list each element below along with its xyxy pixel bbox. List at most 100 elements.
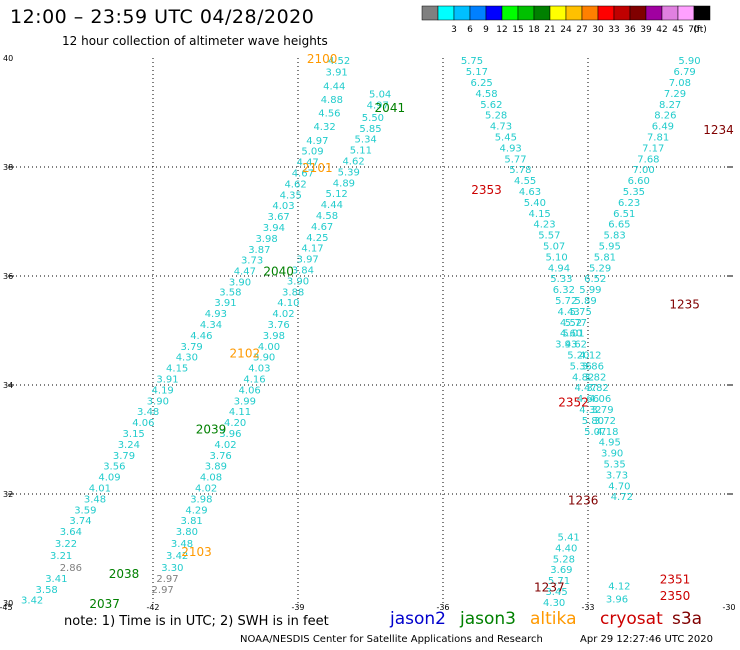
swh-value-label: 4.12 <box>608 582 630 593</box>
x-tick-label: -30 <box>722 603 735 612</box>
legend-cryosat: cryosat <box>600 609 663 629</box>
swh-value-label: 4.46 <box>190 331 212 342</box>
pass-time-label: 1234 <box>703 123 734 137</box>
swh-value-label: 5.11 <box>350 146 372 157</box>
legend-label: 18 <box>528 25 540 35</box>
swh-value-label: 3.48 <box>137 407 159 418</box>
y-tick-label: 32 <box>3 490 13 499</box>
swh-value-label: 3.90 <box>601 449 623 460</box>
swh-value-label: 7.17 <box>642 143 664 154</box>
swh-value-label: 4.09 <box>98 473 120 484</box>
swh-value-label: 5.33 <box>550 274 572 285</box>
swh-value-label: 3.67 <box>268 212 290 223</box>
swh-value-label: 3.48 <box>171 539 193 550</box>
pass-time-label: 2350 <box>660 589 691 603</box>
swh-value-label: 5.28 <box>485 111 507 122</box>
swh-value-label: 5.35 <box>603 459 625 470</box>
swh-value-label: 4.30 <box>543 598 565 609</box>
swh-value-label: 3.91 <box>214 298 236 309</box>
swh-value-label: 5.04 <box>369 89 391 100</box>
swh-value-label: 3.96 <box>606 595 628 606</box>
swh-value-label: 5.01 <box>562 329 584 340</box>
swh-value-label: 3.64 <box>60 527 82 538</box>
swh-value-label: 3.94 <box>263 223 285 234</box>
swh-value-label: 5.39 <box>338 167 360 178</box>
swh-value-label: 3.58 <box>219 287 241 298</box>
swh-value-label: 4.47 <box>234 267 256 278</box>
swh-value-label: 5.41 <box>558 533 580 544</box>
swh-value-label: 4.23 <box>533 220 555 231</box>
swh-value-label: 6.52 <box>584 274 606 285</box>
swh-value-label: 5.83 <box>603 231 625 242</box>
swh-value-label: 4.12 <box>579 350 601 361</box>
swh-value-label: 4.93 <box>205 309 227 320</box>
y-tick-label: 36 <box>3 272 13 281</box>
swh-value-label: 3.73 <box>241 256 263 267</box>
swh-value-label: 6.49 <box>652 122 674 133</box>
swh-value-label: 4.97 <box>306 136 328 147</box>
swh-value-label: 3.91 <box>156 374 178 385</box>
swh-value-label: 5.75 <box>570 307 592 318</box>
swh-value-label: 3.76 <box>268 320 290 331</box>
swh-value-label: 3.30 <box>161 563 183 574</box>
swh-value-label: 3.91 <box>326 68 348 79</box>
swh-value-label: 8.27 <box>659 100 681 111</box>
swh-value-label: 3.90 <box>253 353 275 364</box>
swh-value-label: 4.73 <box>490 122 512 133</box>
swh-value-label: 7.81 <box>647 132 669 143</box>
swh-value-label: 4.01 <box>89 483 111 494</box>
pass-time-label: 2039 <box>196 423 227 437</box>
swh-value-label: 3.84 <box>292 265 314 276</box>
swh-value-label: 4.43 <box>558 307 580 318</box>
swh-value-label: 4.16 <box>243 374 265 385</box>
swh-value-label: 5.45 <box>495 132 517 143</box>
swh-value-label: 3.22 <box>55 539 77 550</box>
swh-value-label: 3.99 <box>234 396 256 407</box>
swh-value-label: 4.52 <box>560 318 582 329</box>
swh-value-label: 4.72 <box>611 492 633 503</box>
swh-value-label: 4.62 <box>284 179 306 190</box>
chart-title: 12:00 – 23:59 UTC 04/28/2020 <box>10 6 315 28</box>
x-tick-label: -33 <box>581 603 594 612</box>
swh-value-label: 5.07 <box>584 427 606 438</box>
swh-value-label: 3.97 <box>297 255 319 266</box>
legend-label: 12 <box>496 25 507 35</box>
pass-time-label: 1236 <box>568 493 599 507</box>
swh-value-label: 3.79 <box>181 342 203 353</box>
swh-value-label: 4.32 <box>579 405 601 416</box>
swh-value-label: 4.66 <box>577 394 599 405</box>
swh-value-label: 5.20 <box>567 350 589 361</box>
pass-time-label: 2100 <box>307 52 338 66</box>
swh-value-label: 4.02 <box>195 483 217 494</box>
legend-swatch <box>693 5 711 21</box>
swh-value-label: 5.77 <box>565 318 587 329</box>
swh-value-label: 8.26 <box>654 111 676 122</box>
legend-label: 3 <box>451 25 457 35</box>
x-tick-label: -42 <box>146 603 159 612</box>
swh-value-label: 4.55 <box>514 176 536 187</box>
x-tick-label: -39 <box>291 603 304 612</box>
swh-value-label: 5.36 <box>570 361 592 372</box>
swh-value-label: 4.93 <box>500 143 522 154</box>
swh-value-label: 4.47 <box>574 383 596 394</box>
pass-time-label: 2101 <box>302 161 333 175</box>
swh-value-label: 3.15 <box>123 429 145 440</box>
legend-label: 21 <box>544 25 555 35</box>
swh-value-label: 5.09 <box>301 147 323 158</box>
swh-value-label: 3.80 <box>176 527 198 538</box>
swh-value-label: 4.97 <box>367 100 389 111</box>
swh-value-label: 3.98 <box>190 494 212 505</box>
swh-value-label: 4.67 <box>292 168 314 179</box>
swh-value-label: 4.30 <box>176 353 198 364</box>
legend-label: 15 <box>512 25 523 35</box>
legend-label: 27 <box>576 25 587 35</box>
legend-altika: altika <box>530 609 577 629</box>
swh-value-label: 3.72 <box>594 416 616 427</box>
swh-value-label: 4.34 <box>200 320 222 331</box>
swh-value-label: 3.41 <box>45 574 67 585</box>
swh-value-label: 4.62 <box>565 340 587 351</box>
legend-label: 39 <box>640 25 652 35</box>
pass-time-label: 2103 <box>181 545 212 559</box>
swh-value-label: 5.81 <box>594 252 616 263</box>
